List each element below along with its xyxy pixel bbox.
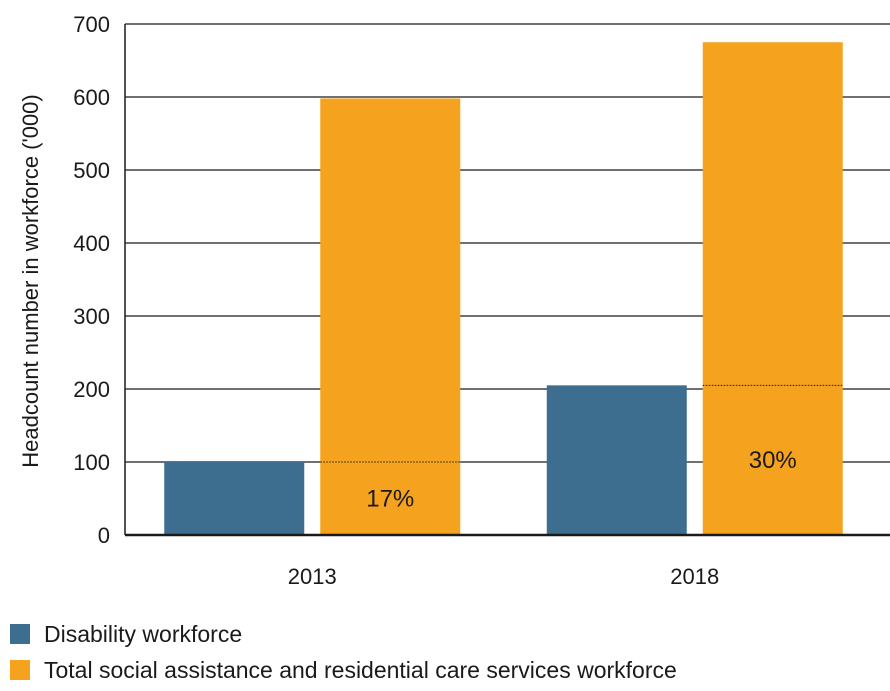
legend-swatch-total xyxy=(10,660,30,680)
bar-total-2013 xyxy=(320,98,461,536)
y-axis-title: Headcount number in workforce ('000) xyxy=(18,94,43,468)
y-tick-label-600: 600 xyxy=(73,85,110,110)
disability-share-markers: 17% 30% xyxy=(320,384,843,513)
bar-chart: 17% 30% 0 100 200 300 400 500 600 700 2013 2018 H… xyxy=(18,12,890,589)
share-label-2018: 30% xyxy=(749,447,797,474)
bar-disability-2013 xyxy=(164,462,305,535)
legend-label-total: Total social assistance and residential … xyxy=(44,656,677,683)
legend-swatch-disability xyxy=(10,624,30,644)
legend: Disability workforce Total social assist… xyxy=(10,616,677,688)
y-tick-label-700: 700 xyxy=(73,12,110,37)
bar-total-2018 xyxy=(702,42,843,535)
x-tick-label-2018: 2018 xyxy=(670,564,719,589)
y-tick-label-0: 0 xyxy=(98,523,110,548)
y-tick-label-400: 400 xyxy=(73,231,110,256)
bar-disability-2018 xyxy=(546,385,687,535)
y-tick-label-300: 300 xyxy=(73,304,110,329)
x-tick-label-2013: 2013 xyxy=(288,564,337,589)
y-tick-label-200: 200 xyxy=(73,377,110,402)
gridlines xyxy=(125,23,890,463)
x-axis: 2013 2018 xyxy=(125,533,890,589)
y-tick-label-500: 500 xyxy=(73,158,110,183)
y-tick-label-100: 100 xyxy=(73,450,110,475)
bars xyxy=(164,42,843,536)
legend-item-disability: Disability workforce xyxy=(10,616,677,652)
legend-label-disability: Disability workforce xyxy=(44,620,243,647)
share-label-2013: 17% xyxy=(366,486,414,513)
y-axis: 0 100 200 300 400 500 600 700 xyxy=(73,12,126,548)
legend-item-total: Total social assistance and residential … xyxy=(10,652,677,688)
